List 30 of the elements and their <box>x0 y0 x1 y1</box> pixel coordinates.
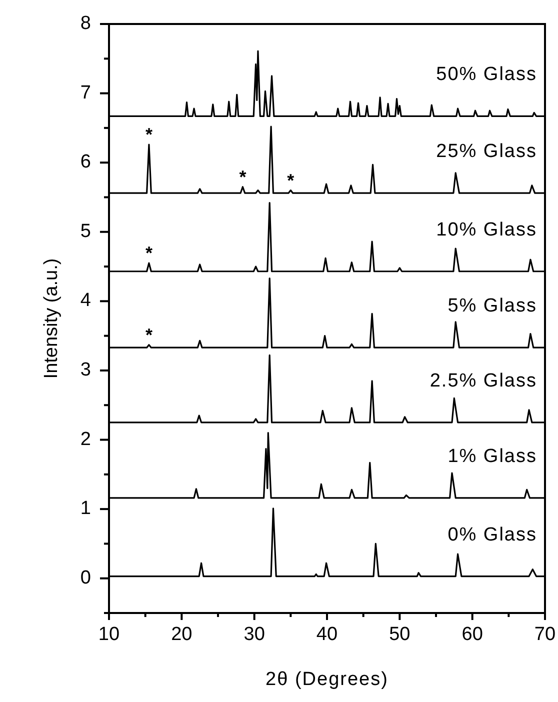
y-tick-label: 6 <box>80 152 91 173</box>
series-label: 5% Glass <box>448 296 537 317</box>
series-label: 10% Glass <box>436 219 537 240</box>
y-tick-label: 1 <box>80 498 91 520</box>
x-tick-label: 70 <box>534 624 556 645</box>
annotation: * <box>239 166 246 187</box>
series-label: 50% Glass <box>436 64 537 86</box>
x-tick-label: 20 <box>171 624 192 645</box>
y-tick-label: 8 <box>80 13 91 34</box>
annotation: * <box>145 124 152 145</box>
y-tick-label: 0 <box>80 567 91 588</box>
y-tick-label: 5 <box>80 220 91 242</box>
annotation: * <box>145 243 152 264</box>
annotation: * <box>287 170 294 190</box>
y-axis-title: Intensity (a.u.) <box>41 258 62 379</box>
annotation: * <box>145 324 152 345</box>
series-label: 1% Glass <box>448 446 537 467</box>
y-tick-label: 2 <box>80 428 91 450</box>
y-tick-label: 7 <box>80 82 91 104</box>
x-tick-label: 60 <box>462 624 483 645</box>
series-label: 25% Glass <box>436 141 537 162</box>
x-tick-label: 30 <box>244 624 265 645</box>
y-tick-label: 3 <box>80 359 91 380</box>
x-tick-label: 40 <box>316 624 338 645</box>
x-tick-label: 10 <box>98 624 120 645</box>
series-label: 0% Glass <box>448 524 537 546</box>
x-tick-label: 50 <box>389 624 410 645</box>
x-axis-title: 2θ (Degrees) <box>266 669 388 690</box>
y-tick-label: 4 <box>80 290 92 312</box>
series-label: 2.5% Glass <box>430 370 537 392</box>
